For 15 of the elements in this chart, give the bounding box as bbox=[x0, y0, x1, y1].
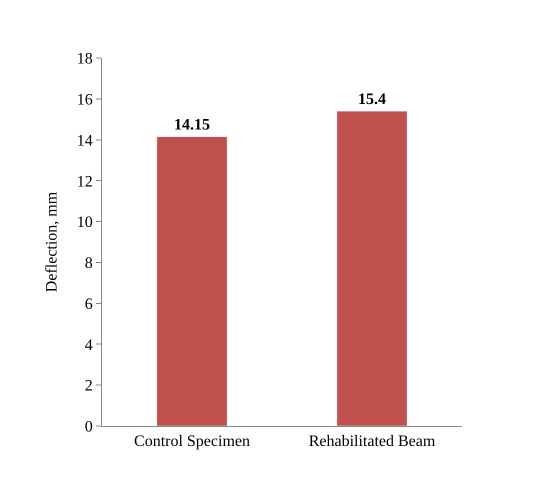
y-tick-label: 12 bbox=[76, 173, 93, 190]
y-tick-label: 6 bbox=[84, 296, 93, 313]
y-tick-label: 4 bbox=[84, 336, 93, 354]
y-tick-label: 14 bbox=[76, 132, 93, 150]
x-tick-label: Control Specimen bbox=[134, 433, 250, 450]
y-tick-label: 2 bbox=[84, 378, 93, 395]
x-tick-label: Rehabilitated Beam bbox=[308, 433, 436, 450]
y-tick-label: 0 bbox=[84, 418, 93, 436]
y-tick-label: 18 bbox=[76, 50, 93, 68]
y-tick-label: 16 bbox=[76, 91, 93, 108]
data-label: 14.15 bbox=[174, 116, 210, 134]
data-label: 15.4 bbox=[358, 91, 386, 108]
y-tick-label: 10 bbox=[76, 214, 93, 232]
y-tick-label: 8 bbox=[84, 255, 93, 272]
y-axis-title: Deflection, mm bbox=[44, 191, 61, 292]
